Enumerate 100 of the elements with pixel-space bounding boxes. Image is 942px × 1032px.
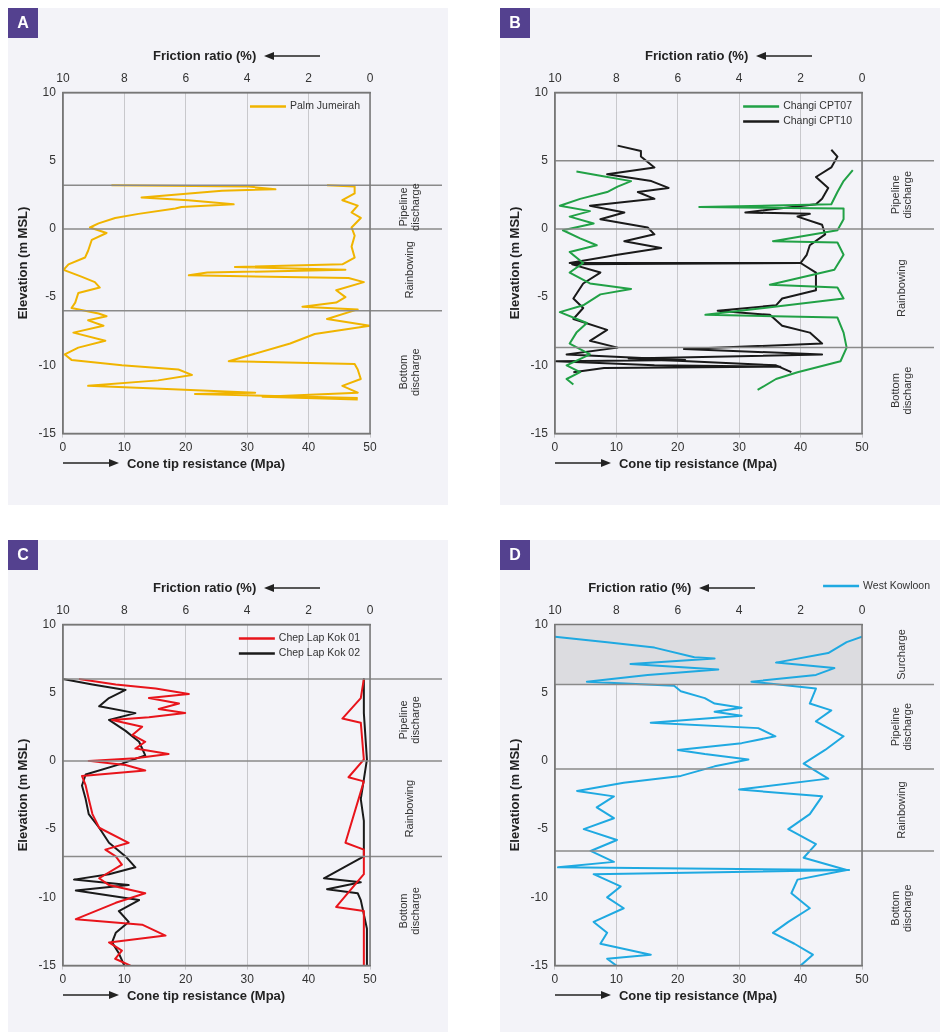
y-tick-label: -15 <box>38 957 57 972</box>
x-axis-title: Cone tip resistance (Mpa) <box>126 987 286 1003</box>
x2-tick-label: 6 <box>182 70 190 85</box>
y-axis-title: Elevation (m MSL) <box>507 738 523 852</box>
x-tick-label: 20 <box>179 440 193 455</box>
x-tick-label: 10 <box>117 440 132 455</box>
x-tick-label: 20 <box>671 440 685 455</box>
chart-title: A <box>8 8 38 38</box>
y-tick-label: -5 <box>45 289 57 304</box>
text: Rainbowing <box>403 779 416 838</box>
text: Rainbowing <box>895 781 908 839</box>
y-tick-label: -10 <box>38 357 57 372</box>
y-axis-title: Elevation (m MSL) <box>15 206 31 320</box>
x2-tick-label: 8 <box>613 70 621 85</box>
x2-tick-label: 2 <box>797 602 805 617</box>
x-tick-label: 40 <box>301 972 316 987</box>
text: Pipeline discharge <box>397 696 422 744</box>
text: Surcharge <box>895 629 908 680</box>
x-tick-label: 50 <box>363 440 377 455</box>
x-tick-label: 20 <box>671 972 685 987</box>
x-tick-label: 50 <box>363 972 377 987</box>
text: Bottom discharge <box>397 887 422 935</box>
y-tick-label: 0 <box>541 221 549 236</box>
x-axis-title: Cone tip resistance (Mpa) <box>126 455 286 471</box>
legend-label: Chep Lap Kok 02 <box>278 646 361 659</box>
text: Bottom discharge <box>889 366 914 415</box>
x-tick-label: 0 <box>551 972 559 987</box>
chart-title: B <box>500 8 530 38</box>
x2-axis-title: Friction ratio (%) <box>152 580 257 595</box>
y-tick-label: -5 <box>537 821 549 836</box>
x-axis-title: Cone tip resistance (Mpa) <box>618 455 778 471</box>
y-tick-label: -10 <box>38 889 57 904</box>
y-axis-title: Elevation (m MSL) <box>15 738 31 852</box>
y-tick-label: 5 <box>49 152 57 167</box>
y-tick-label: -15 <box>530 957 549 972</box>
x-tick-label: 0 <box>59 440 67 455</box>
y-tick-label: 5 <box>541 152 549 167</box>
y-tick-label: 10 <box>534 616 549 631</box>
x2-tick-label: 4 <box>735 602 743 617</box>
legend-label: Changi CPT07 <box>783 99 853 112</box>
chart-title: D <box>500 540 530 570</box>
x2-tick-label: 4 <box>243 70 251 85</box>
x-tick-label: 30 <box>240 440 255 455</box>
chart-title: C <box>8 540 38 570</box>
x-tick-label: 40 <box>793 440 808 455</box>
x2-axis-title: Friction ratio (%) <box>588 580 692 595</box>
text: Pipeline discharge <box>397 183 422 231</box>
x-tick-label: 20 <box>179 972 193 987</box>
y-tick-label: 0 <box>49 221 57 236</box>
legend-label: Chep Lap Kok 01 <box>278 631 361 644</box>
x2-tick-label: 6 <box>182 602 190 617</box>
y-tick-label: -10 <box>530 357 549 372</box>
y-tick-label: -5 <box>537 289 549 304</box>
x-tick-label: 10 <box>609 972 624 987</box>
y-tick-label: 0 <box>541 753 549 768</box>
x2-tick-label: 6 <box>674 70 682 85</box>
x2-axis-title: Friction ratio (%) <box>644 48 749 63</box>
y-tick-label: 0 <box>49 753 57 768</box>
x-axis-title: Cone tip resistance (Mpa) <box>618 987 778 1003</box>
x2-tick-label: 2 <box>305 70 313 85</box>
y-tick-label: 10 <box>42 84 57 99</box>
legend-label: Palm Jumeirah <box>289 99 361 112</box>
x2-tick-label: 4 <box>243 602 251 617</box>
y-axis-title: Elevation (m MSL) <box>507 206 523 320</box>
legend-label: West Kowloon <box>863 578 931 591</box>
y-tick-label: 5 <box>49 684 57 699</box>
x-tick-label: 50 <box>855 440 869 455</box>
text: Rainbowing <box>403 241 416 299</box>
x-tick-label: 30 <box>732 440 747 455</box>
x2-tick-label: 2 <box>797 70 805 85</box>
text: Bottom discharge <box>889 884 914 933</box>
y-tick-label: 5 <box>541 684 549 699</box>
x2-tick-label: 6 <box>674 602 682 617</box>
text: Pipeline discharge <box>889 702 914 751</box>
text: Pipeline discharge <box>889 170 914 219</box>
text: Rainbowing <box>895 259 908 317</box>
x2-tick-label: 4 <box>735 70 743 85</box>
x-tick-label: 40 <box>793 972 808 987</box>
x-tick-label: 0 <box>59 972 67 987</box>
x-tick-label: 10 <box>117 972 132 987</box>
y-tick-label: -15 <box>38 425 57 440</box>
x2-tick-label: 2 <box>305 602 313 617</box>
x2-tick-label: 8 <box>121 70 129 85</box>
x-tick-label: 50 <box>855 972 869 987</box>
x2-tick-label: 0 <box>858 70 866 85</box>
y-tick-label: -15 <box>530 425 549 440</box>
legend-label: Changi CPT10 <box>783 114 853 127</box>
x-tick-label: 0 <box>551 440 559 455</box>
y-tick-label: 10 <box>42 616 57 631</box>
x2-tick-label: 0 <box>366 70 374 85</box>
text: Bottom discharge <box>397 348 422 397</box>
y-tick-label: -10 <box>530 889 549 904</box>
x2-tick-label: 0 <box>366 602 374 617</box>
x2-axis-title: Friction ratio (%) <box>152 48 257 63</box>
x-tick-label: 40 <box>301 440 316 455</box>
x-tick-label: 30 <box>732 972 747 987</box>
x-tick-label: 30 <box>240 972 255 987</box>
x2-tick-label: 8 <box>121 602 129 617</box>
y-tick-label: -5 <box>45 821 57 836</box>
x2-tick-label: 0 <box>858 602 866 617</box>
